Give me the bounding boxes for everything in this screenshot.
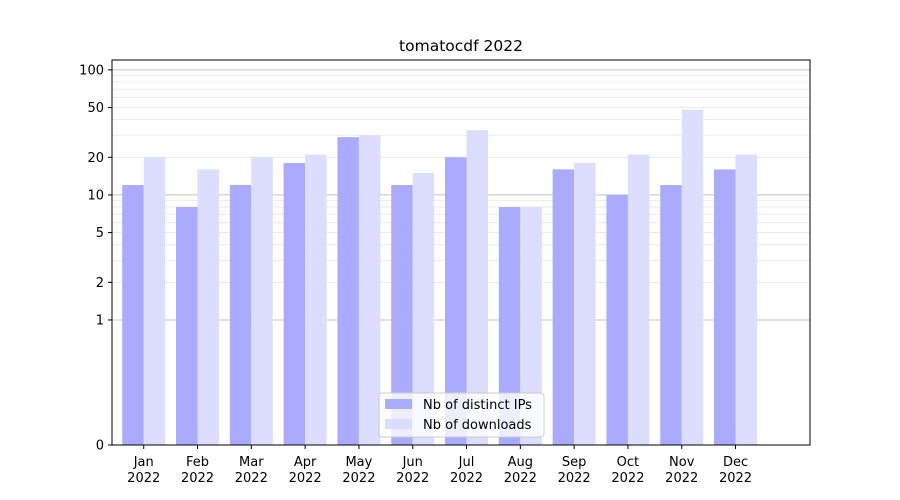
bar-downloads-5: [358, 135, 381, 445]
x-tick-label-month: Mar: [239, 455, 264, 470]
chart-title: tomatocdf 2022: [399, 37, 523, 55]
bars: [122, 109, 758, 446]
y-tick-label: 10: [87, 188, 104, 203]
y-tick-label: 50: [87, 101, 104, 116]
bar-distinct-ips-1: [122, 185, 144, 445]
x-tick-label-month: Sep: [562, 455, 587, 470]
x-tick-label-year: 2022: [719, 471, 752, 486]
bar-distinct-ips-2: [176, 207, 198, 445]
x-tick-label-year: 2022: [127, 471, 160, 486]
x-tick-label-year: 2022: [342, 471, 375, 486]
x-tick-label-year: 2022: [504, 471, 537, 486]
y-tick-label: 0: [96, 439, 104, 454]
x-tick-label-month: Apr: [294, 455, 317, 470]
bar-downloads-12: [735, 154, 758, 446]
bar-distinct-ips-7: [445, 157, 467, 445]
bar-distinct-ips-9: [552, 169, 575, 445]
x-tick-label-year: 2022: [181, 471, 214, 486]
bar-downloads-10: [627, 154, 650, 446]
y-axis: 0 1 2 5 10 20 50 100: [79, 63, 112, 454]
legend-swatch: [385, 399, 412, 409]
legend-label: Nb of downloads: [423, 418, 532, 433]
bar-downloads-2: [197, 169, 220, 445]
x-tick-label-year: 2022: [396, 471, 429, 486]
bar-downloads-9: [574, 163, 596, 445]
y-tick-label: 1: [96, 313, 104, 328]
y-tick-label: 100: [79, 63, 104, 78]
x-tick-label-year: 2022: [450, 471, 483, 486]
bar-distinct-ips-4: [283, 163, 306, 445]
plot-frame: [111, 59, 811, 446]
x-tick-label-month: Oct: [617, 455, 639, 470]
bar-downloads-6: [412, 172, 435, 445]
x-tick-label-month: Feb: [186, 455, 209, 470]
x-tick-label-month: Nov: [669, 455, 695, 470]
x-tick-label-year: 2022: [235, 471, 268, 486]
x-tick-label-month: Jan: [133, 455, 154, 470]
bar-downloads-4: [305, 154, 327, 446]
x-tick-label-year: 2022: [665, 471, 698, 486]
bar-downloads-7: [466, 130, 489, 445]
y-tick-label: 5: [96, 226, 104, 241]
legend-swatch: [385, 419, 412, 429]
x-tick-label-year: 2022: [611, 471, 644, 486]
x-tick-label-month: Jul: [458, 455, 475, 470]
y-tick-label: 20: [87, 151, 104, 166]
x-tick-label-month: May: [345, 455, 372, 470]
bar-distinct-ips-5: [337, 137, 359, 445]
bar-distinct-ips-6: [391, 185, 413, 445]
bar-distinct-ips-12: [714, 169, 736, 445]
bar-downloads-3: [251, 157, 273, 445]
legend: Nb of distinct IPs Nb of downloads: [378, 392, 545, 438]
x-axis: Jan2022Feb2022Mar2022Apr2022May2022Jun20…: [127, 445, 752, 486]
bar-downloads-8: [520, 207, 542, 445]
bar-distinct-ips-3: [229, 185, 252, 445]
x-tick-label-year: 2022: [558, 471, 591, 486]
legend-box: [378, 392, 545, 438]
x-tick-label-month: Dec: [723, 455, 748, 470]
y-tick-label: 2: [96, 276, 104, 291]
legend-label: Nb of distinct IPs: [423, 398, 532, 413]
bar-downloads-1: [143, 157, 166, 445]
x-tick-label-month: Aug: [508, 455, 533, 470]
x-tick-label-month: Jun: [402, 455, 423, 470]
bar-distinct-ips-11: [660, 185, 682, 445]
x-tick-label-year: 2022: [289, 471, 322, 486]
bar-distinct-ips-10: [606, 194, 628, 445]
bar-downloads-11: [681, 109, 704, 445]
bar-distinct-ips-8: [498, 207, 521, 445]
